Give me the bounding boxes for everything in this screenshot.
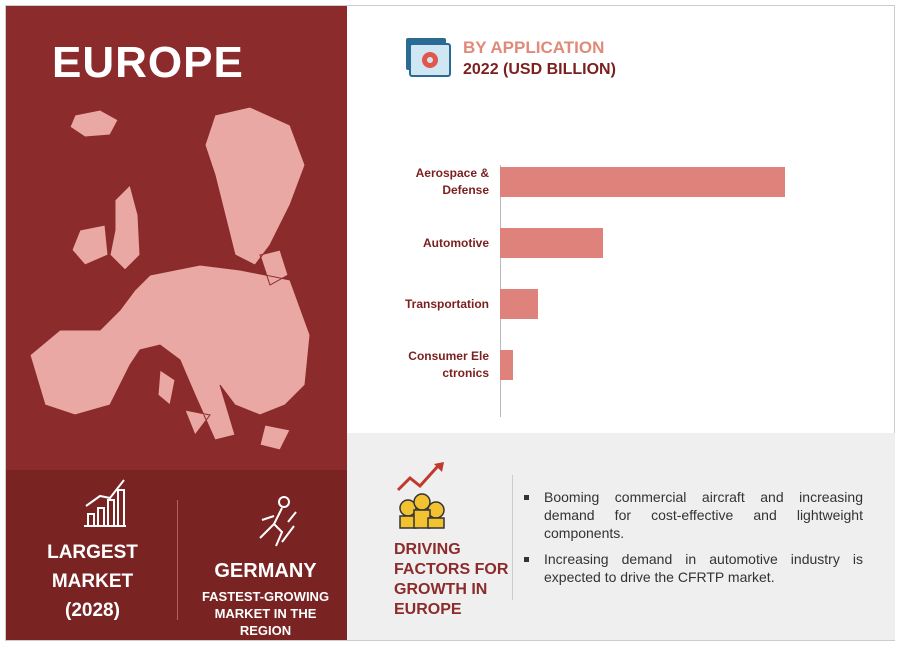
drivers-title: DRIVING FACTORS FOR GROWTH IN EUROPE [394,541,509,618]
left-bottom-panel [6,470,347,640]
category-label: Automotive [423,235,489,250]
application-icon [406,38,451,77]
category-label: Transportation [405,296,490,311]
region-title: EUROPE [52,38,244,87]
runner-icon [259,496,297,547]
category-label: Aerospace & Defense [415,166,489,197]
driver-item: Booming commercial aircraft and increasi… [518,488,863,542]
chart-subtitle: 2022 (USD BILLION) [463,61,616,78]
coins-icon [396,462,445,529]
growth-icon [84,479,126,527]
frame [5,5,895,641]
fastest-subtitle: FASTEST-GROWING MARKET IN THE REGION [201,589,330,638]
chart-title: BY APPLICATION [463,38,605,57]
divider [512,475,513,600]
drivers-list: Booming commercial aircraft and increasi… [518,488,863,594]
divider [177,500,178,620]
europe-map [29,106,311,451]
largest-market: LARGEST MARKET (2028) [47,542,138,621]
fastest-country: GERMANY [214,560,317,582]
bar [500,289,538,319]
category-label: Consumer Electronics [408,349,489,380]
bar [500,350,513,380]
bar [500,228,603,258]
driver-item: Increasing demand in automotive industry… [518,550,863,586]
bar [500,167,785,197]
